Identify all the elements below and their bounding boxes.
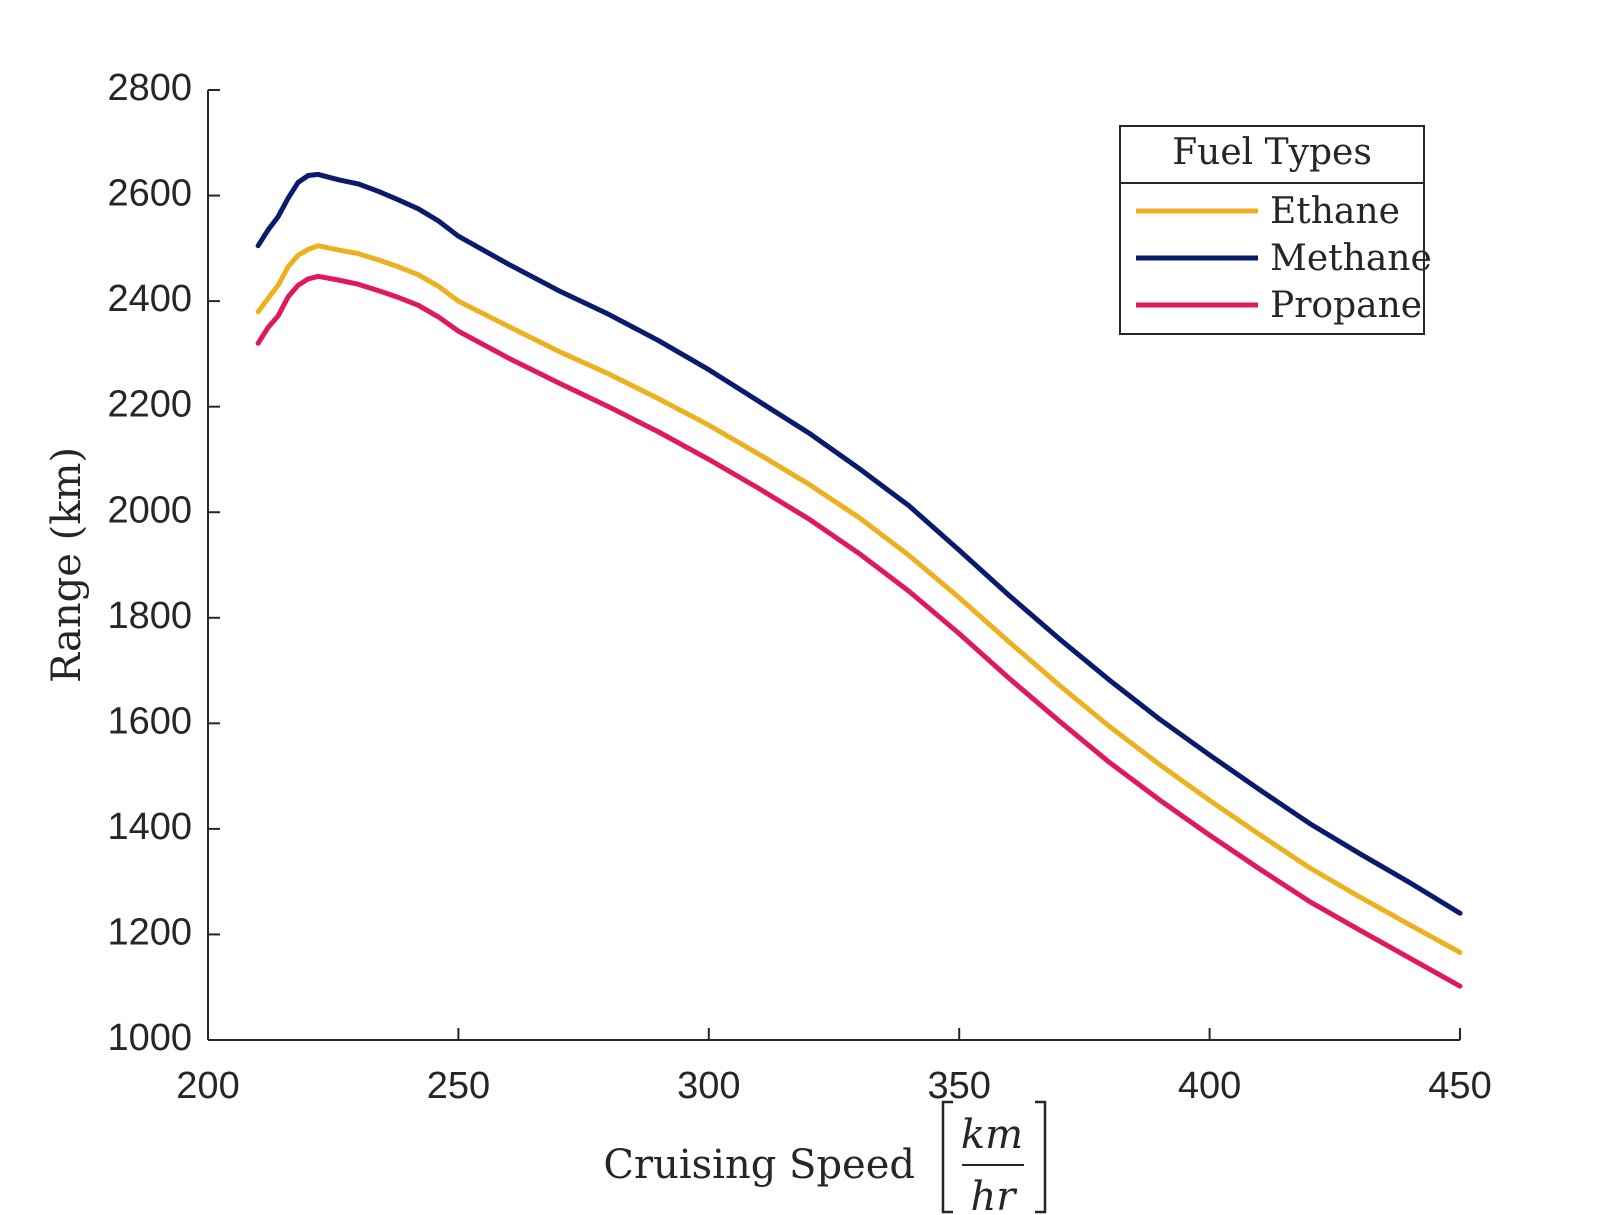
y-tick-label: 2600 [107, 173, 192, 215]
x-axis-ticks: 200 250 300 350 400 450 [176, 1028, 1492, 1107]
legend-items: Ethane Methane Propane [1136, 191, 1432, 326]
y-tick-label: 2000 [107, 489, 192, 531]
y-tick-label: 1200 [107, 911, 192, 953]
y-tick-label: 2400 [107, 278, 192, 320]
plot-area: 1000 1200 1400 1600 1800 2000 2200 2400 2600 2800… [107, 67, 1491, 1107]
x-tick-label: 300 [677, 1065, 740, 1107]
x-axis-label: Cruising Speed km hr [603, 1100, 1047, 1215]
y-axis-label-text: Range (km) [44, 447, 90, 683]
y-tick-label: 1600 [107, 700, 192, 742]
x-tick-label: 400 [1178, 1065, 1241, 1107]
legend: Fuel Types Ethane Methane Propane [1119, 125, 1432, 335]
legend-box [1119, 125, 1425, 335]
y-axis-label: Range (km) [44, 447, 90, 683]
x-axis-unit-denominator: hr [971, 1174, 1019, 1215]
y-tick-label: 2800 [107, 67, 192, 109]
y-axis-ticks: 1000 1200 1400 1600 1800 2000 2200 2400 2600 2800 [107, 67, 220, 1059]
series-lines [255, 171, 1463, 989]
x-axis-label-text: Cruising Speed [603, 1142, 915, 1188]
legend-label-methane: Methane [1270, 238, 1432, 279]
series-line-propane [255, 273, 1463, 989]
y-tick-label: 2200 [107, 384, 192, 426]
x-tick-label: 450 [1428, 1065, 1491, 1107]
x-axis-unit-numerator: km [961, 1112, 1023, 1158]
series-line-methane [255, 171, 1463, 916]
x-tick-label: 250 [427, 1065, 490, 1107]
legend-label-ethane: Ethane [1270, 191, 1400, 232]
x-axis-unit-right-bracket [1035, 1100, 1047, 1214]
y-tick-label: 1000 [107, 1017, 192, 1059]
y-tick-label: 1400 [107, 806, 192, 848]
x-axis-unit-left-bracket [941, 1100, 953, 1214]
x-tick-label: 350 [927, 1065, 990, 1107]
y-tick-label: 1800 [107, 595, 192, 637]
series-line-ethane [255, 243, 1463, 955]
x-tick-label: 200 [176, 1065, 239, 1107]
legend-label-propane: Propane [1270, 285, 1422, 326]
legend-title: Fuel Types [1172, 132, 1372, 173]
